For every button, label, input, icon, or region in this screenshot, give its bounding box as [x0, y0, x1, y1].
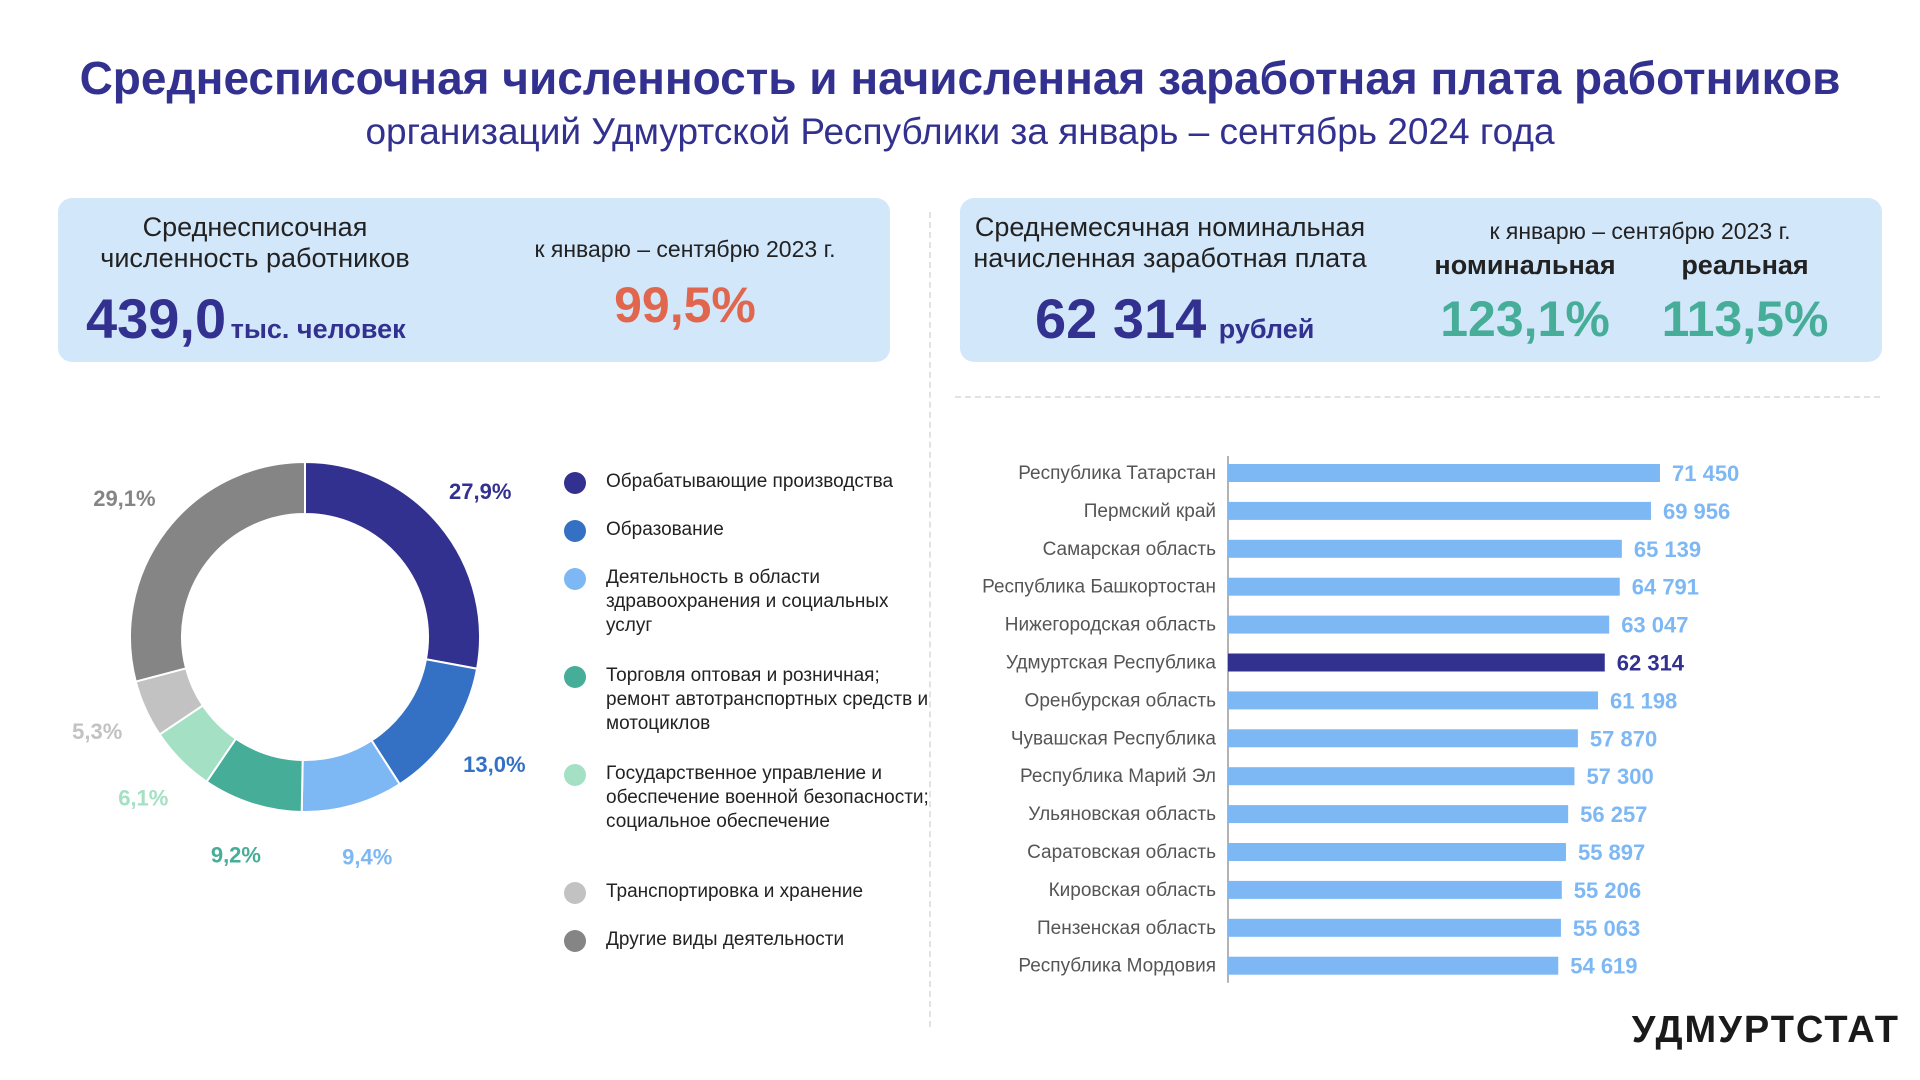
- employment-compare-value: 99,5%: [614, 277, 756, 333]
- employment-label-line2: численность работников: [100, 243, 410, 273]
- bar: [1228, 729, 1578, 748]
- bar: [1228, 653, 1605, 672]
- bar-value-label: 56 257: [1580, 802, 1647, 827]
- nominal-value: 123,1%: [1440, 291, 1610, 347]
- bar-value-label: 63 047: [1621, 613, 1688, 638]
- legend-swatch: [564, 882, 586, 904]
- employment-label-line1: Среднесписочная: [142, 212, 368, 242]
- legend-label: Государственное управление и обеспечение…: [606, 763, 929, 832]
- salary-label-line2: начисленная заработная плата: [973, 243, 1367, 273]
- bar-value-label: 55 206: [1574, 878, 1641, 903]
- donut-slice-label: 27,9%: [449, 479, 511, 504]
- bar-category-label: Самарская область: [1043, 539, 1217, 560]
- bar: [1228, 843, 1566, 861]
- bar-value-label: 71 450: [1672, 461, 1739, 486]
- donut-slice-label: 29,1%: [93, 486, 155, 511]
- bar-value-label: 55 897: [1578, 840, 1645, 865]
- bar: [1228, 577, 1620, 596]
- bar-value-label: 62 314: [1617, 651, 1685, 676]
- salary-compare-label: к январю – сентябрю 2023 г.: [1489, 218, 1791, 244]
- bar: [1228, 918, 1561, 937]
- real-label: реальная: [1681, 250, 1809, 280]
- legend-label: Торговля оптовая и розничная; ремонт авт…: [606, 665, 929, 734]
- bar-value-label: 69 956: [1663, 499, 1730, 524]
- bar-category-label: Чувашская Республика: [1011, 728, 1217, 749]
- bar: [1228, 501, 1651, 520]
- legend-swatch: [564, 930, 586, 952]
- horizontal-divider: [955, 396, 1880, 398]
- bar-value-label: 54 619: [1570, 954, 1637, 979]
- legend-label: Деятельность в области здравоохранения и…: [606, 567, 889, 636]
- bar-category-label: Удмуртская Республика: [1006, 653, 1217, 674]
- bar: [1228, 880, 1562, 899]
- bar-value-label: 65 139: [1634, 537, 1701, 562]
- legend-label: Другие виды деятельности: [606, 929, 845, 950]
- legend-swatch: [564, 764, 586, 786]
- employment-value: 439,0: [86, 287, 227, 350]
- page-subtitle: организаций Удмуртской Республики за янв…: [365, 111, 1555, 152]
- bar-category-label: Ульяновская область: [1028, 804, 1216, 825]
- bar-category-label: Республика Башкортостан: [982, 577, 1216, 598]
- bar-value-label: 64 791: [1632, 575, 1699, 600]
- bar-category-label: Саратовская область: [1027, 842, 1216, 863]
- salary-label-line1: Среднемесячная номинальная: [974, 212, 1366, 242]
- salary-card: Среднемесячная номинальная начисленная з…: [960, 198, 1882, 362]
- bar-category-label: Нижегородская область: [1005, 615, 1216, 636]
- donut-slice-label: 5,3%: [72, 719, 122, 744]
- bar: [1228, 691, 1599, 710]
- bar: [1228, 615, 1610, 634]
- salary-value-group: 62 314 рублей: [1035, 286, 1314, 351]
- legend-label: Транспортировка и хранение: [606, 881, 864, 902]
- employment-compare-label: к январю – сентябрю 2023 г.: [534, 236, 836, 262]
- donut-slice-label: 13,0%: [463, 752, 525, 777]
- bar-category-label: Республика Марий Эл: [1020, 766, 1216, 787]
- udmurtstat-logo: УДМУРТСТАТ: [1631, 1009, 1900, 1051]
- bar: [1228, 464, 1660, 482]
- donut-slice: [129, 460, 306, 683]
- nominal-label: номинальная: [1434, 250, 1616, 280]
- salary-unit: рублей: [1218, 314, 1315, 344]
- donut-slice-label: 9,2%: [211, 842, 261, 867]
- real-value: 113,5%: [1661, 291, 1829, 347]
- bar: [1228, 767, 1575, 786]
- salary-label: Среднемесячная номинальная начисленная з…: [968, 212, 1372, 274]
- bar-category-label: Пензенская область: [1037, 918, 1216, 939]
- bar: [1228, 805, 1569, 824]
- legend-label: Обрабатывающие производства: [606, 471, 894, 492]
- bar-category-label: Пермский край: [1084, 501, 1216, 522]
- employment-card: Среднесписочная численность работников 4…: [58, 198, 890, 362]
- salary-value: 62 314: [1035, 287, 1207, 350]
- legend-label: Образование: [606, 519, 724, 540]
- legend-swatch: [564, 568, 586, 590]
- legend-swatch: [564, 520, 586, 542]
- bar-value-label: 57 300: [1586, 764, 1653, 789]
- bar: [1228, 956, 1559, 975]
- employment-value-group: 439,0 тыс. человек: [86, 286, 406, 351]
- employment-label: Среднесписочная численность работников: [80, 212, 430, 274]
- bar: [1228, 539, 1622, 558]
- bar-category-label: Республика Татарстан: [1018, 463, 1216, 484]
- page-title: Среднесписочная численность и начисленна…: [79, 52, 1841, 104]
- bar-value-label: 61 198: [1610, 688, 1677, 713]
- donut-slice-label: 6,1%: [118, 786, 168, 811]
- bar-category-label: Оренбурская область: [1025, 690, 1217, 711]
- bar-category-label: Кировская область: [1049, 880, 1217, 901]
- bar-category-label: Республика Мордовия: [1018, 956, 1216, 977]
- legend-swatch: [564, 666, 586, 688]
- vertical-divider: [929, 212, 931, 1027]
- bar-value-label: 55 063: [1573, 916, 1640, 941]
- legend-swatch: [564, 472, 586, 494]
- bar-value-label: 57 870: [1590, 726, 1657, 751]
- employment-unit: тыс. человек: [230, 314, 406, 344]
- donut-slice-label: 9,4%: [342, 844, 392, 869]
